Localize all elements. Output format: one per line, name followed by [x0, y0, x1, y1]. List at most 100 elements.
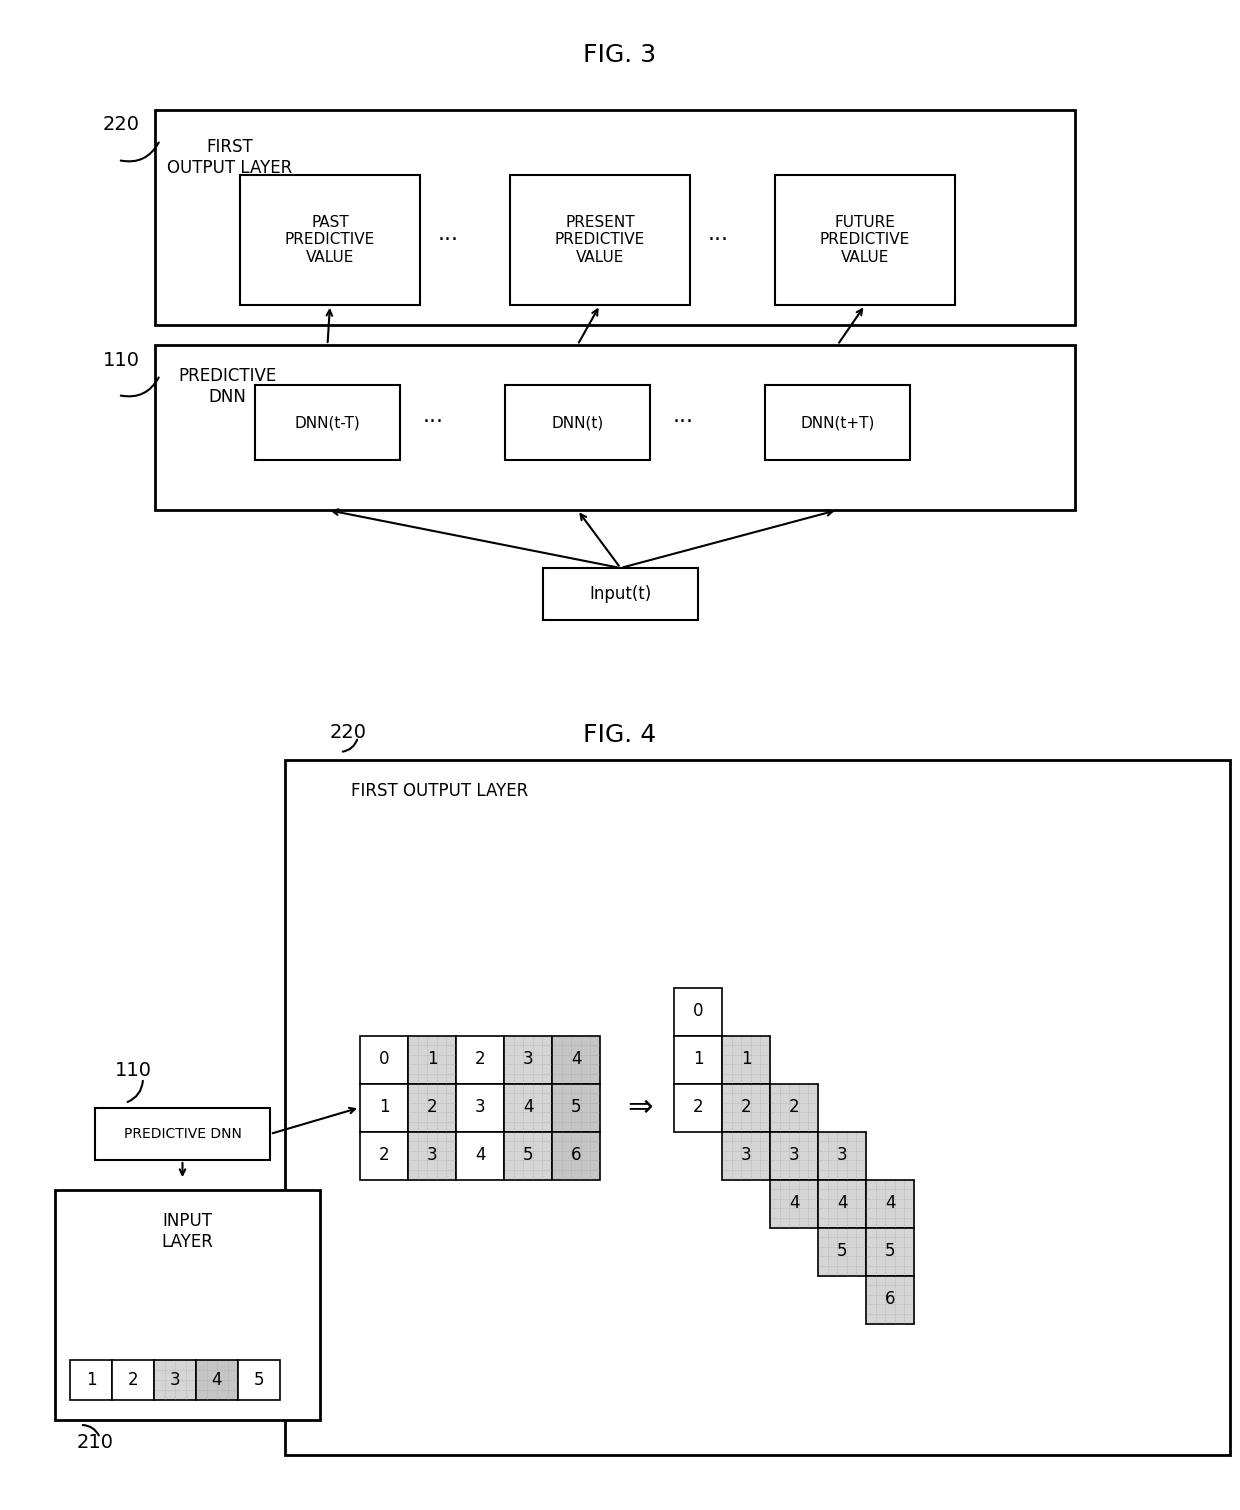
Text: PREDICTIVE DNN: PREDICTIVE DNN: [124, 1126, 242, 1142]
Bar: [770, 1084, 818, 1131]
Bar: [456, 1084, 503, 1131]
Bar: [818, 1179, 866, 1228]
Text: 4: 4: [837, 1194, 847, 1213]
Text: 3: 3: [837, 1146, 847, 1164]
Text: ···: ···: [438, 230, 459, 251]
Bar: [552, 1036, 600, 1084]
Text: 5: 5: [254, 1371, 264, 1389]
Text: 1: 1: [427, 1051, 438, 1069]
Text: 4: 4: [212, 1371, 222, 1389]
Text: 4: 4: [475, 1146, 485, 1164]
Text: ···: ···: [423, 412, 444, 432]
Text: 5: 5: [837, 1243, 847, 1261]
Bar: [360, 1036, 408, 1084]
Text: 5: 5: [523, 1146, 533, 1164]
Bar: [360, 1131, 408, 1179]
Bar: [543, 568, 698, 621]
Bar: [155, 110, 1075, 325]
Bar: [503, 1131, 552, 1179]
Bar: [818, 1228, 866, 1276]
Text: 5: 5: [885, 1243, 895, 1261]
Bar: [503, 1084, 552, 1131]
Bar: [154, 1361, 196, 1400]
Text: 3: 3: [170, 1371, 180, 1389]
Text: 4: 4: [570, 1051, 582, 1069]
Text: FUTURE
PREDICTIVE
VALUE: FUTURE PREDICTIVE VALUE: [820, 214, 910, 264]
Bar: [255, 385, 401, 461]
Text: 0: 0: [378, 1051, 389, 1069]
Text: 3: 3: [427, 1146, 438, 1164]
Bar: [510, 175, 689, 305]
Bar: [770, 1131, 818, 1179]
Bar: [866, 1179, 914, 1228]
Bar: [675, 1084, 722, 1131]
Text: 2: 2: [789, 1098, 800, 1116]
Text: PRESENT
PREDICTIVE
VALUE: PRESENT PREDICTIVE VALUE: [554, 214, 645, 264]
Bar: [775, 175, 955, 305]
Bar: [241, 175, 420, 305]
Text: 3: 3: [740, 1146, 751, 1164]
Text: FIG. 3: FIG. 3: [584, 42, 656, 66]
Text: ···: ···: [672, 412, 693, 432]
Text: 2: 2: [475, 1051, 485, 1069]
Bar: [866, 1276, 914, 1323]
Text: 6: 6: [570, 1146, 582, 1164]
Bar: [503, 1036, 552, 1084]
Text: 4: 4: [523, 1098, 533, 1116]
Bar: [456, 1131, 503, 1179]
Bar: [675, 1036, 722, 1084]
Text: DNN(t+T): DNN(t+T): [800, 415, 874, 430]
Text: ⇒: ⇒: [627, 1093, 652, 1122]
Text: FIRST OUTPUT LAYER: FIRST OUTPUT LAYER: [351, 782, 528, 800]
Bar: [196, 1361, 238, 1400]
Bar: [765, 385, 910, 461]
Text: 210: 210: [77, 1433, 114, 1451]
Text: Input(t): Input(t): [589, 584, 652, 602]
Text: 1: 1: [86, 1371, 97, 1389]
Text: 5: 5: [570, 1098, 582, 1116]
Text: 2: 2: [427, 1098, 438, 1116]
Bar: [770, 1179, 818, 1228]
Bar: [818, 1131, 866, 1179]
Bar: [285, 760, 1230, 1456]
Bar: [408, 1084, 456, 1131]
Bar: [55, 1190, 320, 1419]
Text: 220: 220: [103, 115, 140, 134]
Bar: [866, 1228, 914, 1276]
Text: 6: 6: [885, 1291, 895, 1309]
Bar: [722, 1036, 770, 1084]
Text: FIRST
OUTPUT LAYER: FIRST OUTPUT LAYER: [167, 137, 293, 177]
Text: PAST
PREDICTIVE
VALUE: PAST PREDICTIVE VALUE: [285, 214, 376, 264]
Text: 110: 110: [103, 350, 140, 370]
Text: 3: 3: [475, 1098, 485, 1116]
Bar: [456, 1036, 503, 1084]
Bar: [552, 1084, 600, 1131]
Text: 2: 2: [693, 1098, 703, 1116]
Text: 220: 220: [330, 722, 367, 741]
Text: FIG. 4: FIG. 4: [583, 723, 657, 747]
Text: 3: 3: [523, 1051, 533, 1069]
Text: 1: 1: [693, 1051, 703, 1069]
Text: DNN(t): DNN(t): [552, 415, 604, 430]
Text: 1: 1: [378, 1098, 389, 1116]
Bar: [69, 1361, 112, 1400]
Text: 1: 1: [740, 1051, 751, 1069]
Text: 4: 4: [789, 1194, 800, 1213]
Text: DNN(t-T): DNN(t-T): [295, 415, 361, 430]
Text: ···: ···: [708, 230, 729, 251]
Text: 4: 4: [885, 1194, 895, 1213]
Text: 0: 0: [693, 1003, 703, 1021]
Bar: [408, 1131, 456, 1179]
Bar: [238, 1361, 280, 1400]
Bar: [155, 344, 1075, 510]
Bar: [722, 1084, 770, 1131]
Bar: [722, 1131, 770, 1179]
Bar: [112, 1361, 154, 1400]
Text: 2: 2: [740, 1098, 751, 1116]
Bar: [505, 385, 650, 461]
Bar: [675, 988, 722, 1036]
Text: 3: 3: [789, 1146, 800, 1164]
Bar: [95, 1108, 270, 1160]
Text: 110: 110: [114, 1060, 151, 1080]
Text: 2: 2: [378, 1146, 389, 1164]
